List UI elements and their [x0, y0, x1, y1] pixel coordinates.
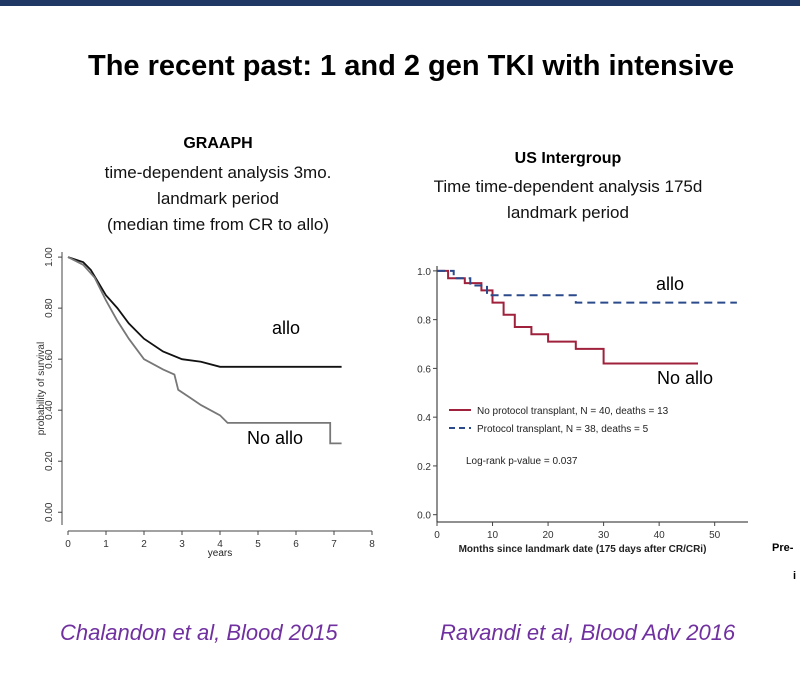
chart-subtitle: landmark period	[157, 189, 279, 208]
annotation: Log-rank p-value = 0.037	[466, 456, 578, 467]
legend-label: Protocol transplant, N = 38, deaths = 5	[477, 424, 649, 435]
y-tick-label: 0.40	[44, 400, 55, 420]
y-tick-label: 0.80	[44, 298, 55, 318]
y-tick-label: 0.60	[44, 349, 55, 369]
chart-subtitle: time-dependent analysis 3mo.	[105, 163, 332, 182]
chart-subtitle: landmark period	[507, 203, 629, 222]
curve-label: allo	[272, 318, 300, 338]
x-tick-label: 0	[65, 539, 71, 550]
slide-title: The recent past: 1 and 2 gen TKI with in…	[88, 50, 734, 82]
y-tick-label: 0.6	[417, 364, 431, 375]
x-tick-label: 10	[487, 530, 499, 541]
x-tick-label: 8	[369, 539, 375, 550]
x-tick-label: 4	[217, 539, 223, 550]
x-tick-label: 7	[331, 539, 337, 550]
y-tick-label: 1.00	[44, 247, 55, 267]
x-tick-label: 40	[654, 530, 666, 541]
x-tick-label: 0	[434, 530, 440, 541]
charts: GRAAPH time-dependent analysis 3mo. landma…	[36, 135, 748, 559]
citation: Ravandi et al, Blood Adv 2016	[440, 620, 736, 645]
y-tick-label: 0.00	[44, 502, 55, 522]
legend-label: No protocol transplant, N = 40, deaths =…	[477, 406, 669, 417]
survival-curve	[67, 256, 342, 445]
chart-title: US Intergroup	[515, 150, 622, 167]
x-tick-label: 1	[103, 539, 109, 550]
x-tick-label: 20	[543, 530, 555, 541]
annotation: allo	[656, 274, 684, 294]
cut-text: Pre-	[772, 542, 794, 554]
x-axis-label: years	[208, 548, 232, 559]
survival-curve	[67, 256, 342, 368]
curve-label: No allo	[247, 428, 303, 448]
y-tick-label: 1.0	[417, 267, 431, 278]
x-tick-label: 3	[179, 539, 185, 550]
cut-text: i	[793, 570, 796, 582]
x-tick-label: 50	[709, 530, 721, 541]
y-tick-label: 0.20	[44, 451, 55, 471]
annotation: No allo	[657, 368, 713, 388]
y-tick-label: 0.0	[417, 511, 431, 522]
chart-subtitle: Time time-dependent analysis 175d	[434, 177, 703, 196]
chart-title: GRAAPH	[183, 135, 252, 152]
y-tick-label: 0.2	[417, 462, 431, 473]
top-bar	[0, 0, 800, 6]
citation: Chalandon et al, Blood 2015	[60, 620, 338, 645]
chart-subtitle: (median time from CR to allo)	[107, 215, 329, 234]
y-axis-label: probability of survival	[36, 342, 47, 435]
survival-curve	[437, 269, 698, 365]
x-axis-label: Months since landmark date (175 days aft…	[459, 544, 707, 555]
x-tick-label: 6	[293, 539, 299, 550]
x-tick-label: 5	[255, 539, 261, 550]
x-tick-label: 30	[598, 530, 610, 541]
survival-curve	[437, 269, 737, 304]
x-tick-label: 2	[141, 539, 147, 550]
y-tick-label: 0.4	[417, 413, 431, 424]
y-tick-label: 0.8	[417, 316, 431, 327]
